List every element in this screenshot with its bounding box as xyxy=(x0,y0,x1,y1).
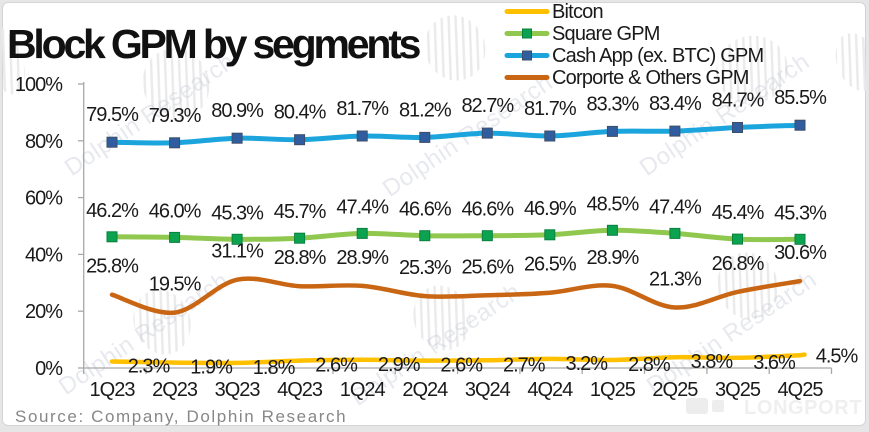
svg-text:80.9%: 80.9% xyxy=(211,100,264,122)
svg-text:3.6%: 3.6% xyxy=(753,352,796,374)
svg-text:45.7%: 45.7% xyxy=(274,201,327,223)
svg-text:100%: 100% xyxy=(15,74,63,96)
svg-text:60%: 60% xyxy=(25,188,63,210)
svg-text:46.6%: 46.6% xyxy=(399,199,452,221)
svg-text:82.7%: 82.7% xyxy=(461,95,514,117)
svg-text:84.7%: 84.7% xyxy=(712,90,765,112)
svg-text:80.4%: 80.4% xyxy=(274,102,327,124)
svg-text:21.3%: 21.3% xyxy=(649,269,702,291)
svg-text:83.3%: 83.3% xyxy=(587,93,640,115)
svg-text:Dolphin Research: Dolphin Research xyxy=(54,267,234,401)
svg-text:4Q24: 4Q24 xyxy=(527,379,573,401)
svg-text:2Q23: 2Q23 xyxy=(152,379,198,401)
svg-text:26.5%: 26.5% xyxy=(524,254,577,276)
svg-text:83.4%: 83.4% xyxy=(649,93,702,115)
svg-text:3.2%: 3.2% xyxy=(566,353,609,375)
svg-text:2Q25: 2Q25 xyxy=(652,379,698,401)
svg-text:3Q25: 3Q25 xyxy=(715,379,761,401)
svg-text:79.5%: 79.5% xyxy=(86,104,139,126)
svg-text:31.1%: 31.1% xyxy=(211,241,264,263)
svg-text:2.3%: 2.3% xyxy=(128,356,171,378)
svg-text:79.3%: 79.3% xyxy=(149,105,202,127)
svg-text:0%: 0% xyxy=(35,358,63,380)
svg-text:1.8%: 1.8% xyxy=(253,357,296,379)
svg-text:30.6%: 30.6% xyxy=(774,242,827,264)
svg-text:81.7%: 81.7% xyxy=(524,98,577,120)
svg-text:47.4%: 47.4% xyxy=(336,196,389,218)
svg-text:19.5%: 19.5% xyxy=(149,274,202,296)
svg-text:28.9%: 28.9% xyxy=(336,247,389,269)
svg-text:25.3%: 25.3% xyxy=(399,257,452,279)
svg-text:4Q25: 4Q25 xyxy=(778,379,824,401)
svg-text:1Q24: 1Q24 xyxy=(340,379,386,401)
svg-text:28.8%: 28.8% xyxy=(274,247,327,269)
svg-text:2.6%: 2.6% xyxy=(440,355,483,377)
svg-text:2Q24: 2Q24 xyxy=(402,379,448,401)
svg-text:48.5%: 48.5% xyxy=(587,193,640,215)
svg-text:2.9%: 2.9% xyxy=(378,354,421,376)
svg-text:47.4%: 47.4% xyxy=(649,196,702,218)
svg-text:1Q25: 1Q25 xyxy=(590,379,636,401)
svg-text:45.3%: 45.3% xyxy=(774,202,827,224)
svg-text:2.6%: 2.6% xyxy=(315,355,358,377)
svg-text:85.5%: 85.5% xyxy=(774,87,827,109)
svg-text:46.6%: 46.6% xyxy=(461,199,514,221)
svg-text:46.9%: 46.9% xyxy=(524,198,577,220)
svg-text:45.4%: 45.4% xyxy=(712,202,765,224)
svg-text:45.3%: 45.3% xyxy=(211,202,264,224)
svg-text:4.5%: 4.5% xyxy=(816,346,859,368)
svg-text:46.2%: 46.2% xyxy=(86,200,139,222)
svg-text:81.2%: 81.2% xyxy=(399,99,452,121)
svg-text:40%: 40% xyxy=(25,244,63,266)
svg-text:25.8%: 25.8% xyxy=(86,256,139,278)
svg-text:1Q23: 1Q23 xyxy=(90,379,136,401)
svg-text:2.8%: 2.8% xyxy=(628,354,671,376)
svg-text:2.7%: 2.7% xyxy=(503,354,546,376)
svg-text:28.9%: 28.9% xyxy=(587,247,640,269)
svg-text:26.8%: 26.8% xyxy=(712,253,765,275)
svg-text:80%: 80% xyxy=(25,131,63,153)
svg-text:3Q24: 3Q24 xyxy=(465,379,511,401)
svg-text:3.8%: 3.8% xyxy=(691,351,734,373)
svg-text:46.0%: 46.0% xyxy=(149,200,202,222)
svg-text:3Q23: 3Q23 xyxy=(215,379,261,401)
svg-text:4Q23: 4Q23 xyxy=(277,379,323,401)
svg-text:25.6%: 25.6% xyxy=(461,256,514,278)
svg-text:81.7%: 81.7% xyxy=(336,98,389,120)
svg-text:1.9%: 1.9% xyxy=(190,357,233,379)
svg-text:20%: 20% xyxy=(25,301,63,323)
